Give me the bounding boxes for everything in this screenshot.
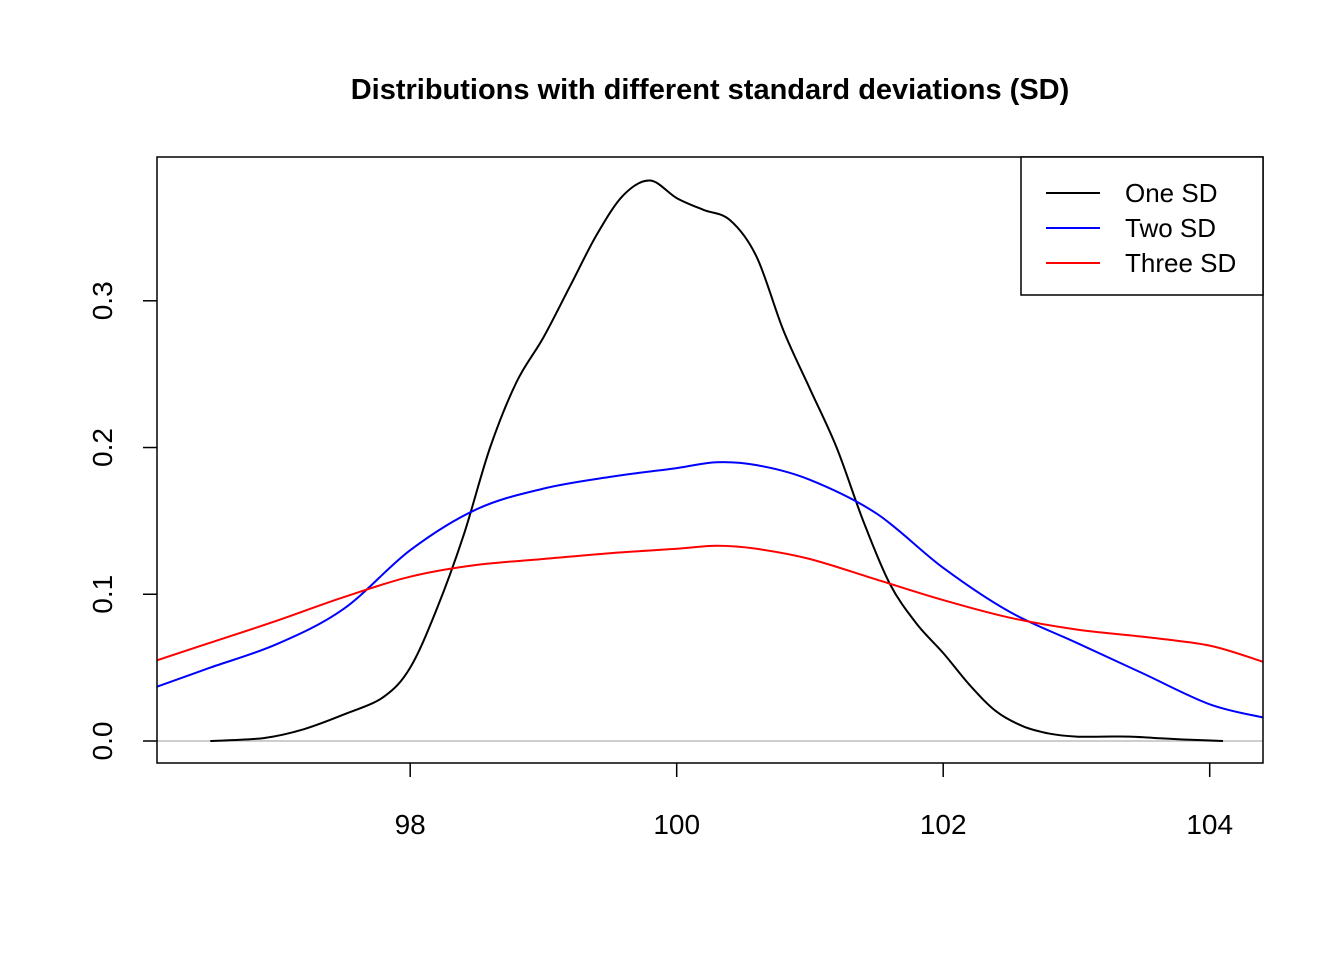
legend-label-two-sd: Two SD	[1125, 213, 1216, 243]
y-tick-label: 0.3	[87, 281, 118, 320]
legend-label-one-sd: One SD	[1125, 178, 1218, 208]
legend-box	[1020, 156, 1264, 296]
x-tick-label: 98	[395, 809, 426, 840]
x-tick-label: 100	[653, 809, 700, 840]
y-tick-label: 0.2	[87, 428, 118, 467]
y-tick-label: 0.1	[87, 575, 118, 614]
legend-label-three-sd: Three SD	[1125, 248, 1236, 278]
chart-title: Distributions with different standard de…	[351, 74, 1070, 106]
series-line-three-sd	[157, 544, 1263, 663]
series-line-one-sd	[210, 179, 1224, 742]
plot-area	[157, 179, 1263, 742]
x-tick-label: 102	[920, 809, 967, 840]
y-tick-label: 0.0	[87, 722, 118, 761]
plot-frame	[156, 156, 1264, 764]
legend: One SD Two SD Three SD	[1020, 156, 1264, 296]
series-line-two-sd	[157, 461, 1263, 719]
axes: 98 100 102 104 0.0 0.1 0.2 0.3	[87, 156, 1264, 840]
x-tick-label: 104	[1186, 809, 1233, 840]
